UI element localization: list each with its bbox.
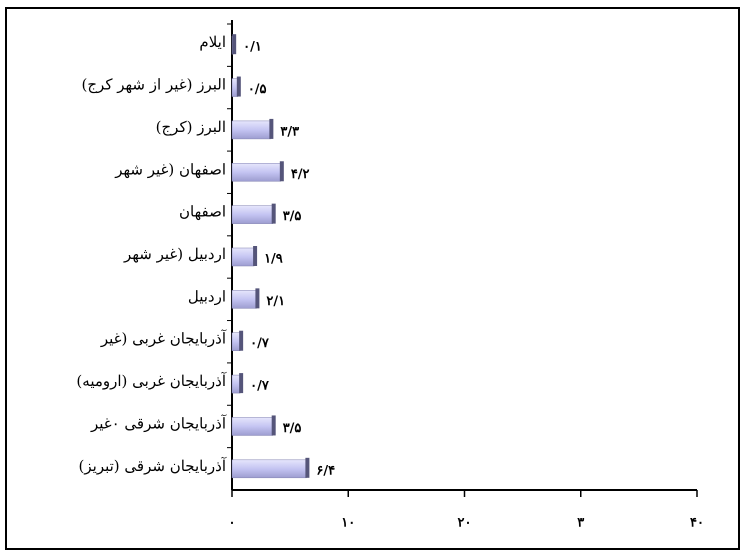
value-label: ۴/۲: [291, 167, 310, 182]
bar-end: [255, 288, 260, 309]
y-tick-label: ایلام: [199, 33, 226, 51]
value-label: ۳/۳: [280, 124, 299, 139]
bar: [231, 205, 273, 224]
bar: [231, 417, 273, 436]
value-label: ۰/۷: [250, 336, 270, 351]
bar-end: [305, 457, 310, 478]
value-label: ۰/۷: [250, 379, 270, 394]
bar-end: [236, 76, 241, 97]
bar-end: [253, 246, 258, 266]
value-label: ۳/۵: [283, 209, 302, 224]
bar: [231, 374, 241, 394]
y-tick-label: البرز (غیر از شهر کرج): [82, 76, 226, 94]
bar: [231, 459, 307, 479]
bar-end: [279, 161, 284, 182]
value-label: ۱/۹: [264, 252, 283, 267]
x-tick-label: ۱۰: [341, 516, 355, 531]
value-label: ۰/۱: [243, 40, 262, 55]
y-tick-label: اصفهان (غیر شهر: [114, 160, 226, 178]
bar-end: [271, 203, 276, 224]
bar: [231, 163, 282, 182]
bar: [231, 290, 257, 309]
bar: [231, 120, 271, 140]
y-tick-label: اردبیل: [188, 287, 226, 305]
bar-end: [239, 330, 244, 351]
x-tick-label: ۰: [229, 516, 236, 531]
bar: [231, 247, 255, 267]
frame: [5, 7, 740, 550]
x-tick-label: ۳: [577, 516, 584, 531]
y-tick-label: آذربایجان غربی (ارومیه): [76, 372, 226, 390]
y-tick-label: آذربایجان شرقی (تبریز): [79, 457, 227, 475]
x-tick-label: ۲۰: [458, 516, 472, 531]
y-tick-label: اردبیل (غیر شهر: [123, 245, 226, 263]
bar: [231, 332, 241, 351]
x-tick-label: ۴۰: [690, 516, 704, 531]
value-label: ۳/۵: [283, 421, 302, 436]
value-label: ۰/۵: [248, 82, 267, 97]
y-tick-label: البرز (کرج): [156, 118, 226, 136]
bar-end: [271, 415, 276, 436]
y-tick-label: اصفهان: [179, 203, 226, 221]
bar-end: [232, 34, 237, 55]
bar-end: [239, 373, 244, 394]
y-tick-label: آذربایجان شرقی ۰غیر: [90, 414, 227, 432]
bar-end: [269, 118, 274, 139]
y-tick-label: آذربایجان غربی (غیر: [100, 330, 227, 348]
value-label: ۲/۱: [266, 294, 285, 309]
value-label: ۶/۴: [316, 463, 335, 478]
